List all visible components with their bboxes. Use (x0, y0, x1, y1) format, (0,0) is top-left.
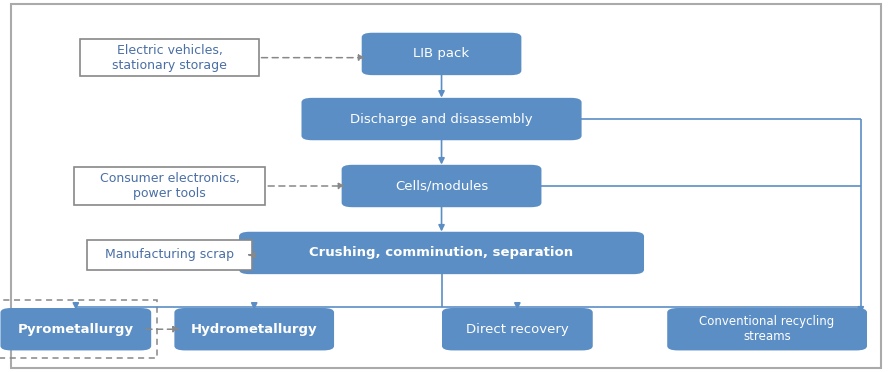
FancyBboxPatch shape (442, 308, 592, 350)
Text: Pyrometallurgy: Pyrometallurgy (18, 323, 134, 336)
FancyBboxPatch shape (73, 167, 266, 205)
Text: Manufacturing scrap: Manufacturing scrap (105, 248, 234, 261)
FancyBboxPatch shape (342, 165, 541, 207)
Text: Discharge and disassembly: Discharge and disassembly (351, 113, 533, 125)
FancyBboxPatch shape (1, 308, 151, 350)
FancyBboxPatch shape (87, 240, 252, 270)
FancyBboxPatch shape (80, 39, 259, 76)
FancyBboxPatch shape (174, 308, 334, 350)
Text: Consumer electronics,
power tools: Consumer electronics, power tools (100, 172, 239, 200)
FancyBboxPatch shape (362, 33, 521, 75)
FancyBboxPatch shape (239, 232, 644, 274)
Text: Direct recovery: Direct recovery (466, 323, 569, 336)
Text: Hydrometallurgy: Hydrometallurgy (191, 323, 318, 336)
FancyBboxPatch shape (301, 98, 582, 140)
Text: Conventional recycling
streams: Conventional recycling streams (699, 315, 835, 343)
Text: LIB pack: LIB pack (414, 48, 469, 60)
Text: Cells/modules: Cells/modules (395, 180, 488, 192)
Text: Crushing, comminution, separation: Crushing, comminution, separation (310, 247, 574, 259)
FancyBboxPatch shape (11, 4, 881, 368)
Text: Electric vehicles,
stationary storage: Electric vehicles, stationary storage (112, 44, 227, 72)
FancyBboxPatch shape (667, 308, 867, 350)
